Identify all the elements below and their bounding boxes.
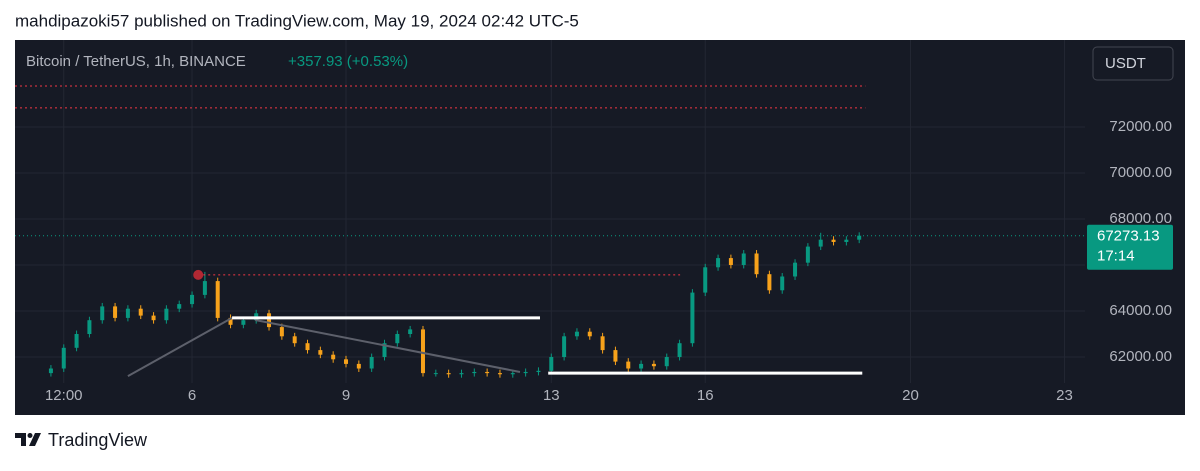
candle-body: [48, 368, 53, 374]
candle-body: [459, 373, 464, 375]
x-tick-label: 9: [342, 387, 350, 404]
countdown-label: 17:14: [1097, 248, 1135, 265]
candle-body: [202, 281, 207, 295]
candle-body: [113, 306, 118, 318]
candle-body: [382, 343, 387, 358]
y-tick-label: 62000.00: [1109, 348, 1172, 365]
grid: [15, 40, 1085, 383]
tradingview-logo: [15, 433, 41, 446]
candle-body: [87, 320, 92, 334]
candle-body: [562, 336, 567, 358]
drawing-point: [193, 269, 204, 280]
candle-body: [523, 371, 528, 374]
candle-body: [716, 258, 721, 268]
candle-body: [190, 294, 195, 305]
currency-label: USDT: [1105, 55, 1146, 72]
candle-body: [356, 363, 361, 369]
candle-body: [626, 361, 631, 369]
candle-body: [446, 373, 451, 375]
x-tick-label: 6: [188, 387, 196, 404]
candle-body: [318, 350, 323, 355]
candle-body: [408, 329, 413, 334]
candle-body: [651, 363, 656, 367]
x-tick-label: 23: [1056, 387, 1073, 404]
candle-body: [344, 359, 349, 364]
candle-body: [793, 262, 798, 277]
y-tick-label: 70000.00: [1109, 164, 1172, 181]
candle-body: [305, 343, 310, 351]
drawing-line: [127, 317, 233, 377]
x-tick-label: 16: [697, 387, 714, 404]
last-price-badge: [1087, 224, 1173, 270]
candle-body: [549, 357, 554, 371]
logo-mark: [15, 433, 26, 446]
candle-body: [241, 320, 246, 325]
candle-body: [164, 308, 169, 321]
candle-body: [767, 274, 772, 291]
candle-body: [741, 253, 746, 265]
y-tick-label: 68000.00: [1109, 210, 1172, 227]
candle-body: [805, 246, 810, 263]
candle-body: [831, 239, 836, 242]
candle-body: [639, 363, 644, 369]
candle-body: [485, 371, 490, 374]
candle-body: [728, 258, 733, 265]
candle-body: [818, 239, 823, 247]
candle-body: [74, 334, 79, 348]
candle-body: [690, 292, 695, 344]
candle-body: [395, 334, 400, 344]
candle-body: [292, 336, 297, 344]
candle-body: [279, 327, 284, 337]
candle-body: [100, 306, 105, 321]
candle-body: [420, 329, 425, 374]
candle-body: [754, 253, 759, 275]
candle-body: [510, 373, 515, 375]
footer-brand: TradingView: [48, 430, 148, 450]
currency-button[interactable]: [1092, 46, 1174, 81]
candle-body: [369, 357, 374, 369]
candle-body: [703, 267, 708, 293]
candle-body: [497, 373, 502, 375]
publish-header: mahdipazoki57 published on TradingView.c…: [15, 11, 579, 30]
drawing-line: [254, 318, 521, 373]
y-tick-label: 64000.00: [1109, 302, 1172, 319]
candle-body: [267, 313, 272, 328]
logo-mark: [29, 433, 41, 446]
last-price-label: 67273.13: [1097, 228, 1160, 245]
candle-body: [664, 357, 669, 367]
candle-body: [574, 331, 579, 337]
candle-body: [433, 373, 438, 375]
logo-mark: [27, 433, 33, 438]
candle-body: [677, 343, 682, 358]
candle-body: [472, 371, 477, 374]
candle-body: [780, 276, 785, 291]
candle-body: [228, 317, 233, 325]
candle-body: [61, 347, 66, 369]
x-tick-label: 12:00: [45, 387, 83, 404]
candle-body: [613, 350, 618, 362]
y-tick-label: 72000.00: [1109, 118, 1172, 135]
candle-body: [125, 308, 130, 318]
candle-body: [600, 336, 605, 351]
price-change: +357.93 (+0.53%): [288, 53, 408, 70]
candle-body: [177, 304, 182, 309]
candle-body: [151, 315, 156, 321]
chart-panel: [15, 40, 1185, 415]
candle-body: [587, 331, 592, 337]
x-tick-label: 13: [543, 387, 560, 404]
candle-body: [138, 308, 143, 316]
candle-body: [844, 239, 849, 242]
candle-body: [215, 281, 220, 318]
plot: [15, 85, 1085, 378]
candle-body: [536, 370, 541, 372]
candle-body: [857, 235, 862, 240]
x-tick-label: 20: [902, 387, 919, 404]
symbol-title: Bitcoin / TetherUS, 1h, BINANCE: [26, 53, 246, 70]
candle-body: [331, 354, 336, 360]
